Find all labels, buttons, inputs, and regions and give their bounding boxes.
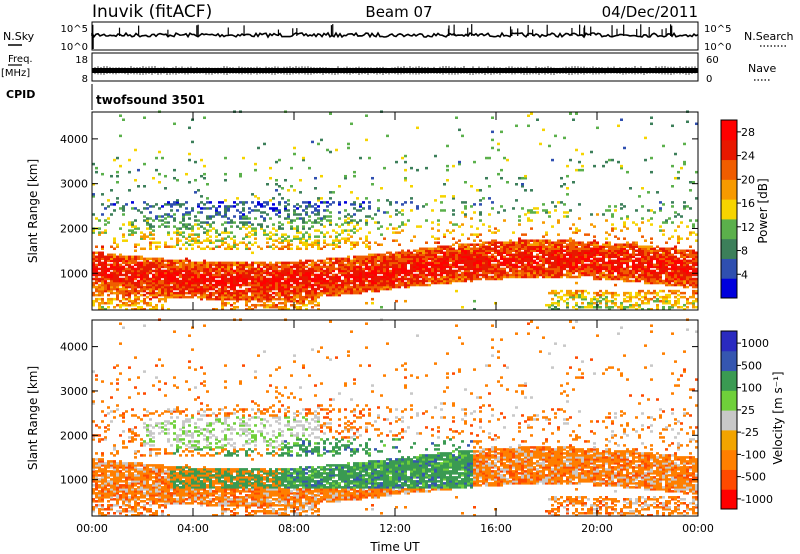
velocity-colorbar-swatch <box>721 469 737 490</box>
freq-tick-bottom: 8 <box>82 74 88 85</box>
velocity-colorbar-tick-label: 500 <box>741 359 762 372</box>
velocity-colorbar-label: Velocity [m s⁻¹] <box>771 371 785 464</box>
freq-strip: Freq. [MHz] 18 8 60 0 Nave <box>1 52 776 85</box>
velocity-ytick-label: 2000 <box>60 429 88 442</box>
time-tick-label: 04:00 <box>177 522 209 535</box>
nave-label: Nave <box>748 62 776 75</box>
time-tick-label: 08:00 <box>278 522 310 535</box>
cpid-label: CPID <box>6 88 35 101</box>
time-tick-label: 20:00 <box>581 522 613 535</box>
power-ytick-label: 1000 <box>60 267 88 280</box>
velocity-colorbar-tick-label: 100 <box>741 382 762 395</box>
nave-tick-top: 60 <box>706 55 719 66</box>
power-x-axis <box>91 112 699 310</box>
power-colorbar-swatch <box>721 199 737 220</box>
freq-label: Freq. <box>8 54 33 65</box>
power-colorbar: 4 8 12 16 20 24 28 Power [dB] <box>720 119 770 299</box>
velocity-y-axis: 1000 2000 3000 4000 <box>60 341 698 487</box>
power-colorbar-tick-label: 4 <box>741 268 748 281</box>
velocity-data <box>92 318 698 517</box>
power-colorbar-swatch <box>721 258 737 279</box>
power-colorbar-swatch <box>721 179 737 200</box>
velocity-colorbar-tick-label: 1000 <box>741 337 769 350</box>
station-title: Inuvik (fitACF) <box>92 2 212 22</box>
power-colorbar-swatch <box>721 139 737 161</box>
velocity-colorbar-tick-label: -1000 <box>741 493 773 506</box>
velocity-colorbar-tick-label: 25 <box>741 404 755 417</box>
velocity-ytick-label: 3000 <box>60 385 88 398</box>
power-colorbar-swatch <box>721 120 737 141</box>
power-ylabel: Slant Range [km] <box>26 159 40 263</box>
velocity-x-axis: 00:00 04:00 08:00 12:00 16:00 20:00 00:00 <box>76 320 714 535</box>
cpid-strip: CPID twofsound 3501 <box>6 84 205 110</box>
time-tick-label: 00:00 <box>682 522 714 535</box>
velocity-colorbar-swatch <box>721 449 737 470</box>
power-colorbar-swatch <box>721 278 737 299</box>
power-colorbar-swatch <box>721 159 737 180</box>
power-ytick-label: 2000 <box>60 222 88 235</box>
velocity-ytick-label: 1000 <box>60 474 88 487</box>
velocity-colorbar-swatch <box>721 350 737 372</box>
nsearch-tick-top: 10^5 <box>704 24 731 35</box>
power-panel: 1000 2000 3000 4000 Slant Range [km] <box>26 110 699 311</box>
time-tick-label: 12:00 <box>379 522 411 535</box>
power-ytick-label: 4000 <box>60 133 88 146</box>
velocity-panel: 1000 2000 3000 4000 00:00 04:00 08:00 12:00 16:… <box>26 318 714 554</box>
velocity-colorbar-swatch <box>721 331 737 352</box>
velocity-colorbar-tick-label: -500 <box>741 471 766 484</box>
velocity-colorbar-swatch <box>721 489 737 510</box>
velocity-colorbar-swatch <box>721 390 737 411</box>
nsky-trace <box>91 24 699 49</box>
nsearch-tick-bottom: 10^0 <box>704 42 731 53</box>
power-colorbar-tick-label: 8 <box>741 245 748 258</box>
date-title: 04/Dec/2011 <box>602 3 698 21</box>
nsearch-label: N.Search <box>744 30 794 43</box>
time-axis-label: Time UT <box>369 540 420 554</box>
power-ytick-label: 3000 <box>60 178 88 191</box>
nsky-tick-bottom: 10^0 <box>61 42 88 53</box>
velocity-colorbar: 1000 500 100 25 -25 -100 -500 -1000 Velocity [m… <box>720 330 785 510</box>
nave-tick-bottom: 0 <box>706 74 712 85</box>
power-colorbar-swatch <box>721 238 737 259</box>
nsky-tick-top: 10^5 <box>61 24 88 35</box>
time-tick-label: 00:00 <box>76 522 108 535</box>
velocity-colorbar-tick-label: -25 <box>741 426 759 439</box>
velocity-colorbar-tick-label: -100 <box>741 448 766 461</box>
time-tick-label: 16:00 <box>480 522 512 535</box>
cpid-value: twofsound 3501 <box>96 93 205 107</box>
power-colorbar-tick-label: 24 <box>741 150 755 163</box>
velocity-colorbar-swatch <box>721 370 737 391</box>
velocity-ylabel: Slant Range [km] <box>26 366 40 470</box>
beam-title: Beam 07 <box>365 3 432 21</box>
power-colorbar-swatch <box>721 218 737 240</box>
power-colorbar-tick-label: 12 <box>741 221 755 234</box>
velocity-colorbar-swatch <box>721 429 737 451</box>
power-colorbar-tick-label: 16 <box>741 197 755 210</box>
velocity-colorbar-swatch <box>721 410 737 431</box>
power-colorbar-tick-label: 20 <box>741 173 755 186</box>
nsky-strip: N.Sky 10^5 10^0 10^5 10^0 N.Search <box>3 21 794 53</box>
power-colorbar-tick-label: 28 <box>741 126 755 139</box>
power-colorbar-label: Power [dB] <box>756 178 770 243</box>
nsky-label: N.Sky <box>3 30 35 43</box>
freq-trace <box>91 66 698 75</box>
freq-tick-top: 18 <box>75 55 88 66</box>
velocity-ytick-label: 4000 <box>60 341 88 354</box>
power-data <box>92 110 698 311</box>
power-y-axis: 1000 2000 3000 4000 <box>60 133 698 280</box>
freq-unit: [MHz] <box>1 68 30 79</box>
